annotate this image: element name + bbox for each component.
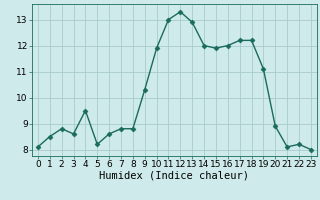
X-axis label: Humidex (Indice chaleur): Humidex (Indice chaleur) bbox=[100, 171, 249, 181]
